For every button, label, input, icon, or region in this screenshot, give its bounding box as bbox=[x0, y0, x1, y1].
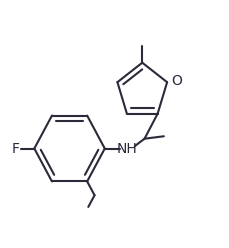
Text: O: O bbox=[171, 74, 182, 88]
Text: F: F bbox=[12, 142, 20, 155]
Text: NH: NH bbox=[117, 142, 137, 155]
